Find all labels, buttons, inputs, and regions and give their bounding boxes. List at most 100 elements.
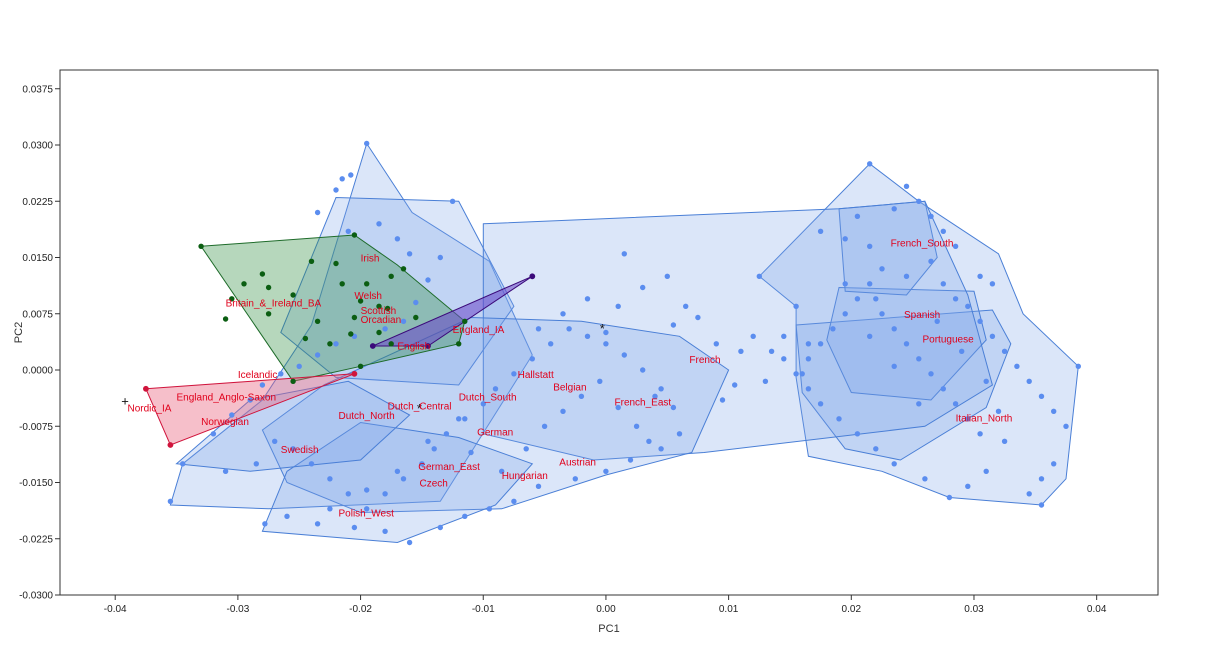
group-label: French [689,355,720,366]
data-point-modern [756,273,762,279]
data-point-modern [627,457,634,463]
data-point-modern [670,322,677,328]
data-point-modern [916,198,922,204]
group-label: German [477,428,513,439]
data-point-britain-ireland-ba [333,260,339,267]
data-point-modern [842,311,848,317]
data-point-modern [652,393,658,399]
data-point-modern [952,243,959,249]
data-point-modern [977,431,983,437]
data-point-modern [400,476,407,482]
data-point-modern [1014,363,1020,369]
group-label: Dutch_North [339,411,395,422]
data-point-modern [1026,491,1032,497]
group-label: England_Anglo-Saxon [177,392,277,403]
data-point-modern [891,206,897,212]
data-point-britain-ireland-ba [384,305,391,312]
x-tick-label: 0.00 [596,604,616,615]
data-point-britain-ireland-ba [388,273,394,279]
data-point-modern [952,296,959,302]
data-point-modern [364,140,370,147]
hull-england-anglo-saxon [145,373,355,446]
data-point-modern [253,461,259,467]
data-point-modern [781,356,787,362]
data-point-modern [805,341,812,347]
data-point-modern [499,468,505,474]
data-point-modern [229,412,235,418]
data-point-modern [364,506,370,512]
x-tick-label: -0.03 [226,604,249,615]
data-point-modern [364,487,370,493]
data-point-modern [879,266,885,272]
data-point-modern [492,386,499,392]
data-point-modern [732,382,738,388]
data-point-modern [419,461,425,467]
data-point-england-ia [425,343,431,349]
data-point-modern [965,303,971,309]
data-point-modern [646,438,652,444]
data-point-modern [535,483,542,489]
data-point-modern [529,356,535,362]
data-point-modern [1026,378,1032,384]
data-point-modern [437,524,443,531]
y-tick-label: 0.0150 [22,253,53,264]
data-point-modern [959,348,965,354]
hull-modern-central [261,316,730,514]
data-point-britain-ireland-ba [357,298,364,304]
data-point-modern [345,491,351,497]
hull-modern-east [261,421,534,544]
data-point-modern [222,468,229,474]
data-point-modern [449,198,456,204]
special-marker: * [600,321,605,336]
data-point-britain-ireland-ba [265,284,272,291]
data-point-modern [664,273,670,279]
data-point-modern [817,341,824,347]
hull-modern-italian [795,309,1012,461]
group-label: Italian_North [956,413,1013,424]
group-label: Scottish [361,306,397,317]
data-point-modern [867,243,873,249]
data-point-modern [443,431,450,437]
y-axis-title: PC2 [13,322,25,343]
special-marker: * [417,401,422,416]
data-point-britain-ireland-ba [339,281,345,287]
data-point-modern [535,326,542,332]
data-point-modern [278,371,284,377]
data-point-modern [854,213,861,219]
data-point-modern [940,386,946,392]
group-label: Nordic_IA [128,404,172,415]
data-point-modern [621,251,627,257]
data-point-britain-ireland-ba [314,318,321,324]
data-point-modern [817,401,824,407]
data-point-modern [597,378,603,384]
data-point-modern [523,446,529,452]
data-point-modern [977,273,983,279]
data-point-modern [805,356,812,362]
data-point-modern [425,277,431,283]
data-point-modern [308,461,315,467]
data-point-modern [977,318,983,324]
data-point-modern [560,311,566,317]
data-point-britain-ireland-ba [259,271,266,277]
data-point-modern [210,431,217,437]
data-point-modern [946,494,953,501]
data-point-england-ia [529,273,536,280]
data-point-modern [351,524,358,531]
data-point-britain-ireland-ba [351,314,358,321]
data-point-modern [259,382,266,388]
group-label: Hungarian [502,471,548,482]
data-point-modern [296,363,302,369]
group-label: Irish [361,254,380,265]
data-point-britain-ireland-ba [364,281,370,287]
data-point-britain-ireland-ba [351,232,358,238]
data-point-modern [934,318,940,324]
data-point-modern [842,236,848,242]
data-point-britain-ireland-ba [265,311,272,317]
data-point-modern [406,539,413,546]
data-point-britain-ireland-ba [327,341,333,347]
x-tick-label: -0.02 [349,604,372,615]
data-point-modern [903,341,910,347]
convex-hulls-layer [145,142,1079,544]
data-point-modern [793,371,799,377]
data-point-modern [578,393,585,399]
